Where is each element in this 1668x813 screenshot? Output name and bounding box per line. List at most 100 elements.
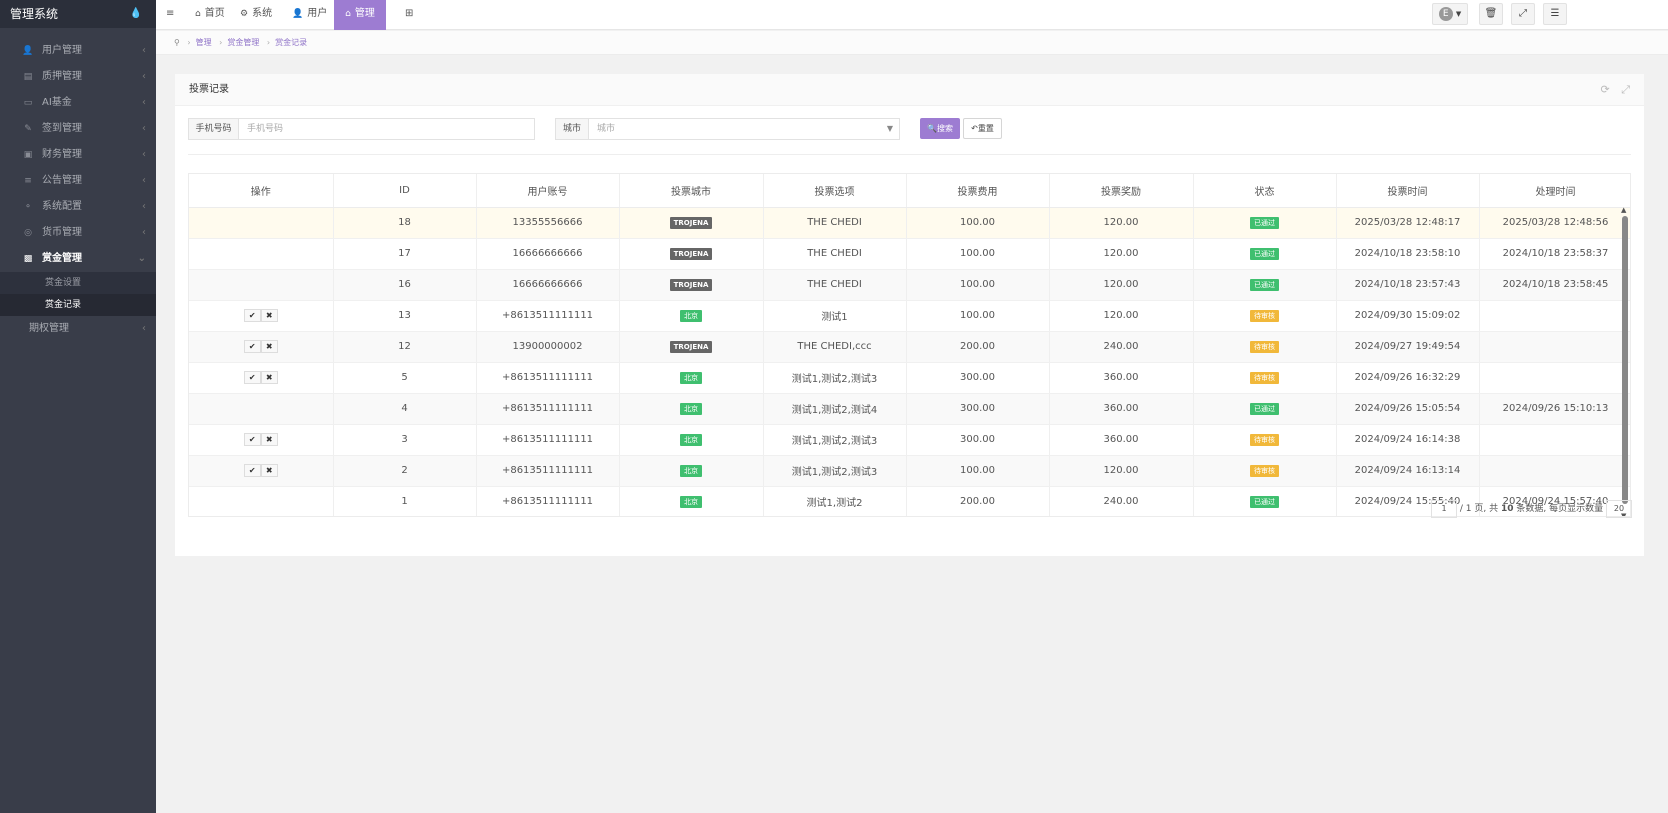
table-row[interactable]: ✔ ✖ 3 +8613511111111 北京 测试1,测试2,测试3 300.00 360.…	[189, 424, 1630, 456]
table-row[interactable]: 18 13355556666 TROJENA THE CHEDI 100.00 120.0…	[189, 207, 1630, 239]
sidebar-subitem-1[interactable]: 赏金记录	[0, 294, 156, 316]
reject-button[interactable]: ✖	[260, 340, 278, 353]
column-header[interactable]: 投票时间	[1336, 174, 1480, 208]
nav-tab-0[interactable]: ⌂ 首页	[187, 0, 233, 30]
cell-ops: ✔ ✖	[189, 455, 334, 487]
menu-toggle-icon[interactable]: ≡	[166, 8, 175, 19]
column-header[interactable]: 操作	[189, 174, 334, 208]
cell-id: 17	[333, 238, 477, 270]
table-row[interactable]: ✔ ✖ 12 13900000002 TROJENA THE CHEDI,ccc 200.0…	[189, 331, 1630, 363]
table-row[interactable]: 4 +8613511111111 北京 测试1,测试2,测试4 300.00 360.00…	[189, 393, 1630, 425]
breadcrumb-item-records[interactable]: 赏金记录	[275, 38, 308, 47]
cell-account: +8613511111111	[476, 362, 620, 394]
chevron-left-icon: ‹	[142, 175, 146, 186]
coin-icon: ◎	[24, 228, 32, 238]
sidebar-item-bounty[interactable]: ▩ 赏金管理 ⌄	[0, 246, 156, 272]
cell-reward: 360.00	[1049, 393, 1194, 425]
sidebar-item-4[interactable]: ▣ 财务管理 ‹	[0, 142, 156, 168]
cell-city: 北京	[619, 455, 764, 487]
status-badge: 待审核	[1250, 464, 1279, 477]
column-header[interactable]: ID	[333, 174, 477, 208]
list-icon: ▤	[23, 72, 33, 82]
approve-button[interactable]: ✔	[243, 340, 261, 353]
reject-button[interactable]: ✖	[260, 371, 278, 384]
table-scrollbar[interactable]: ▲ ▼	[1621, 206, 1628, 517]
sidebar-item-3[interactable]: ✎ 签到管理 ‹	[0, 116, 156, 142]
cell-status: 已通过	[1193, 238, 1337, 270]
city-select[interactable]: 城市 ▼	[589, 118, 900, 140]
approve-button[interactable]: ✔	[243, 464, 261, 477]
cell-ops: ✔ ✖	[189, 300, 334, 332]
trash-icon[interactable]: 🗑	[1479, 3, 1503, 25]
sidebar-subitem-0[interactable]: 赏金设置	[45, 278, 82, 288]
table-row[interactable]: ✔ ✖ 13 +8613511111111 北京 测试1 100.00 120.00 待审核 20…	[189, 300, 1630, 332]
column-header[interactable]: 投票费用	[906, 174, 1050, 208]
reset-button[interactable]: ↶重置	[963, 118, 1002, 139]
page-size-input[interactable]: 20	[1606, 500, 1632, 518]
page-number-input[interactable]: 1	[1431, 500, 1458, 518]
table-row[interactable]: ✔ ✖ 2 +8613511111111 北京 测试1,测试2,测试3 100.00 120.…	[189, 455, 1630, 487]
nav-tab-1[interactable]: ⚙ 系统	[232, 0, 280, 30]
chevron-left-icon: ‹	[142, 323, 146, 334]
sidebar-item-7[interactable]: ◎ 货币管理 ‹	[0, 220, 156, 246]
column-header[interactable]: 投票城市	[619, 174, 764, 208]
cell-account: 16666666666	[476, 238, 620, 270]
cell-option: THE CHEDI,ccc	[763, 331, 907, 363]
cell-status: 待审核	[1193, 362, 1337, 394]
column-header[interactable]: 用户账号	[476, 174, 620, 208]
scroll-down-icon[interactable]: ▼	[1621, 512, 1627, 517]
cell-fee: 100.00	[906, 207, 1050, 239]
sidebar-item-1[interactable]: ▤ 质押管理 ‹	[0, 64, 156, 90]
sidebar-item-6[interactable]: ⚬ 系统配置 ‹	[0, 194, 156, 220]
cell-account: +8613511111111	[476, 300, 620, 332]
table-row[interactable]: ✔ ✖ 5 +8613511111111 北京 测试1,测试2,测试3 300.00 360.…	[189, 362, 1630, 394]
breadcrumb-item-manage[interactable]: 管理	[195, 38, 212, 47]
city-badge: 北京	[680, 371, 702, 384]
expand-icon[interactable]: ⤢	[1511, 3, 1535, 25]
cell-status: 待审核	[1193, 424, 1337, 456]
sidebar-item-0[interactable]: 👤 用户管理 ‹	[0, 38, 156, 64]
cell-city: 北京	[619, 393, 764, 425]
sidebar-item-5[interactable]: ≡ 公告管理 ‹	[0, 168, 156, 194]
refresh-icon[interactable]: ⟳	[1600, 83, 1610, 96]
search-button[interactable]: 🔍搜索	[920, 118, 960, 139]
monitor-icon: ▭	[23, 98, 33, 108]
column-header[interactable]: 处理时间	[1479, 174, 1630, 208]
grid-icon[interactable]: ⊞	[405, 8, 414, 19]
approve-button[interactable]: ✔	[243, 371, 261, 384]
cell-option: 测试1,测试2	[763, 486, 907, 516]
table-row[interactable]: 1 +8613511111111 北京 测试1,测试2 200.00 240.00 已通过 2…	[189, 486, 1630, 516]
records-table: 操作 ID 用户账号 投票城市 投票选项 投票费用 投票奖励 状态 投票时间 处理时间 18 133…	[189, 174, 1630, 516]
scroll-thumb[interactable]	[1622, 216, 1628, 504]
gift-icon: ▩	[23, 254, 33, 264]
sidebar-item-2[interactable]: ▭ AI基金 ‹	[0, 90, 156, 116]
reject-button[interactable]: ✖	[260, 464, 278, 477]
phone-input[interactable]: 手机号码	[239, 118, 535, 140]
reject-button[interactable]: ✖	[260, 309, 278, 322]
cell-vote-time: 2024/09/24 15:55:40	[1336, 486, 1480, 516]
cell-handle-time	[1479, 300, 1630, 332]
cell-ops: ✔ ✖	[189, 362, 334, 394]
user-avatar-dropdown[interactable]: E ▼	[1432, 3, 1468, 25]
approve-button[interactable]: ✔	[243, 433, 261, 446]
panel-title: 投票记录	[189, 84, 229, 95]
column-header[interactable]: 状态	[1193, 174, 1337, 208]
scroll-up-icon[interactable]: ▲	[1621, 206, 1627, 214]
vote-records-panel: 投票记录 ⟳ ⤢ 手机号码 手机号码 城市 城市 ▼ 🔍搜索 ↶重置 操作 ID 用…	[175, 74, 1644, 556]
cell-option: THE CHEDI	[763, 238, 907, 270]
table-row[interactable]: 17 16666666666 TROJENA THE CHEDI 100.00 120.0…	[189, 238, 1630, 270]
table-row[interactable]: 16 16666666666 TROJENA THE CHEDI 100.00 120.0…	[189, 269, 1630, 301]
breadcrumb-item-bounty[interactable]: 赏金管理	[227, 38, 260, 47]
nav-tab-2[interactable]: 👤 用户	[284, 0, 335, 30]
approve-button[interactable]: ✔	[243, 309, 261, 322]
column-header[interactable]: 投票奖励	[1049, 174, 1194, 208]
drop-icon[interactable]: 💧	[129, 8, 142, 19]
reject-button[interactable]: ✖	[260, 433, 278, 446]
fullscreen-icon[interactable]: ⤢	[1621, 83, 1630, 96]
nav-tab-3[interactable]: ⌂ 管理	[334, 0, 386, 30]
cell-option: 测试1,测试2,测试3	[763, 455, 907, 487]
cell-id: 4	[333, 393, 477, 425]
sidebar-item-options[interactable]: 期权管理 ‹	[0, 316, 156, 342]
column-header[interactable]: 投票选项	[763, 174, 907, 208]
settings-menu-icon[interactable]: ☰	[1543, 3, 1567, 25]
